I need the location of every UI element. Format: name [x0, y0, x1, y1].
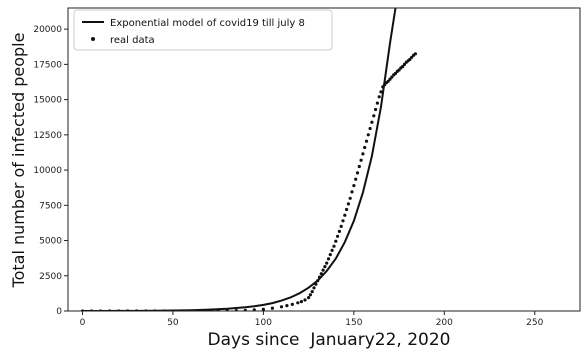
y-tick-label: 2500 — [39, 272, 62, 282]
y-tick-label: 5000 — [39, 237, 62, 247]
y-ticks-group: 0 2500 5000 7500 10000 12500 15000 17500 20000 — [33, 25, 68, 317]
data-point — [345, 207, 349, 212]
data-point — [401, 64, 405, 69]
y-tick-label: 15000 — [33, 96, 62, 106]
legend-dot-swatch — [91, 37, 95, 41]
legend-label-model: Exponential model of covid19 till july 8 — [110, 18, 305, 29]
data-point — [341, 219, 345, 223]
data-point — [359, 158, 363, 162]
data-point — [388, 77, 392, 81]
data-point — [357, 164, 361, 169]
x-tick-label: 50 — [167, 318, 179, 328]
model-curve — [82, 8, 397, 311]
data-point — [368, 126, 372, 131]
data-point — [290, 302, 294, 306]
data-point — [334, 239, 338, 243]
data-point — [390, 75, 394, 79]
data-point — [350, 190, 354, 194]
data-point — [314, 282, 318, 286]
data-point — [326, 257, 331, 261]
data-point — [332, 244, 336, 248]
x-axis-label: Days since January22, 2020 — [208, 330, 451, 350]
data-point — [308, 293, 312, 297]
x-tick-label: 250 — [526, 318, 543, 328]
data-point — [364, 139, 369, 143]
data-point — [330, 248, 334, 252]
data-point — [377, 95, 381, 99]
data-point — [381, 85, 385, 89]
data-point — [319, 272, 323, 276]
data-point — [397, 68, 401, 72]
data-point — [303, 298, 307, 302]
data-point — [337, 229, 341, 233]
plot-area — [80, 8, 417, 311]
data-point — [285, 304, 289, 308]
data-point — [355, 171, 360, 175]
data-point — [317, 275, 322, 279]
legend-box — [73, 9, 333, 51]
data-point — [410, 55, 414, 59]
data-point — [348, 196, 352, 200]
data-point — [374, 107, 378, 112]
data-point — [299, 300, 303, 304]
legend: Exponential model of covid19 till july 8… — [73, 9, 333, 51]
data-point — [372, 114, 376, 118]
data-point — [279, 305, 284, 309]
data-point — [336, 234, 340, 238]
data-point — [321, 268, 325, 272]
data-point — [383, 83, 387, 87]
y-tick-label: 17500 — [33, 60, 62, 70]
data-point — [312, 286, 316, 290]
x-ticks-group: 0 50 100 150 200 250 — [80, 311, 544, 328]
data-point — [352, 184, 356, 188]
data-point — [386, 79, 390, 83]
data-point — [310, 290, 314, 294]
x-tick-label: 150 — [345, 318, 362, 328]
data-point — [243, 308, 247, 311]
y-tick-label: 0 — [56, 307, 62, 317]
x-tick-label: 200 — [436, 318, 453, 328]
data-point — [307, 296, 311, 300]
data-point — [296, 301, 300, 305]
data-point — [408, 57, 412, 62]
y-axis-label: Total number of infected people — [9, 33, 28, 289]
data-point — [402, 62, 407, 66]
data-point — [366, 133, 370, 137]
data-point — [270, 306, 274, 310]
data-point — [363, 145, 367, 150]
y-tick-label: 20000 — [33, 25, 62, 35]
data-point — [361, 152, 365, 156]
data-point — [252, 308, 256, 311]
data-point — [261, 307, 265, 311]
data-point — [343, 213, 347, 217]
plot-frame — [67, 7, 581, 312]
data-point — [379, 90, 383, 94]
data-point — [346, 202, 350, 206]
data-point — [375, 101, 379, 105]
data-point — [316, 279, 320, 283]
x-tick-label: 100 — [255, 318, 272, 328]
x-tick-label: 0 — [80, 318, 86, 328]
data-point — [393, 71, 398, 76]
y-tick-label: 12500 — [33, 131, 62, 141]
data-point — [328, 253, 332, 257]
data-point — [413, 52, 417, 56]
data-point — [323, 265, 327, 269]
legend-label-real: real data — [110, 35, 155, 46]
y-tick-label: 7500 — [39, 201, 62, 211]
data-point — [339, 224, 343, 228]
y-tick-label: 10000 — [33, 166, 62, 176]
data-point — [325, 261, 329, 265]
data-point — [370, 120, 374, 124]
data-point — [354, 177, 358, 181]
